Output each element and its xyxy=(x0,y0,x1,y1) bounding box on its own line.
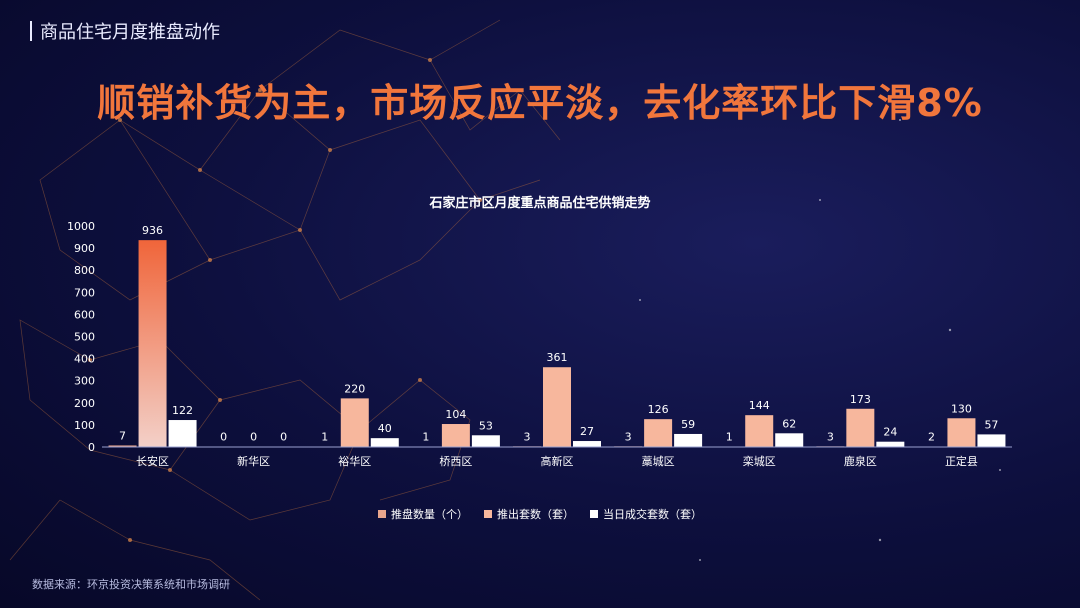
data-label: 1 xyxy=(726,431,733,444)
x-tick-label: 长安区 xyxy=(136,454,169,468)
section-title: 商品住宅月度推盘动作 xyxy=(40,22,220,43)
y-tick-label: 500 xyxy=(74,331,95,344)
data-label: 2 xyxy=(928,431,935,444)
y-tick-label: 700 xyxy=(74,286,95,299)
data-label: 0 xyxy=(280,431,287,444)
y-tick-label: 0 xyxy=(88,441,95,454)
legend-item-2: 推出套数（套） xyxy=(484,506,574,522)
x-tick-label: 鹿泉区 xyxy=(844,454,877,468)
data-label: 0 xyxy=(250,431,257,444)
data-label: 144 xyxy=(749,399,770,412)
bar xyxy=(977,434,1006,447)
bar xyxy=(138,240,167,447)
data-label: 59 xyxy=(681,418,695,431)
data-label: 173 xyxy=(850,393,871,406)
y-tick-label: 300 xyxy=(74,375,95,388)
data-label: 104 xyxy=(445,408,466,421)
bar xyxy=(846,408,875,447)
x-tick-label: 藁城区 xyxy=(642,455,675,468)
x-tick-label: 正定县 xyxy=(945,454,978,468)
data-label: 3 xyxy=(827,430,834,443)
data-label: 1 xyxy=(321,431,328,444)
data-label: 126 xyxy=(648,403,669,416)
legend-swatch xyxy=(590,510,598,518)
bar xyxy=(674,433,703,447)
data-label: 220 xyxy=(344,382,365,395)
bar xyxy=(471,435,500,447)
data-label: 130 xyxy=(951,402,972,415)
data-label: 27 xyxy=(580,425,594,438)
legend-item-1: 推盘数量（个） xyxy=(378,506,468,522)
x-tick-label: 桥西区 xyxy=(439,455,472,468)
legend-swatch xyxy=(484,510,492,518)
data-label: 24 xyxy=(883,426,897,439)
header-divider xyxy=(30,21,32,41)
x-tick-label: 高新区 xyxy=(541,454,574,468)
bar xyxy=(441,424,470,447)
legend-label: 当日成交套数（套） xyxy=(603,508,702,521)
legend-label: 推盘数量（个） xyxy=(391,508,468,521)
x-tick-label: 裕华区 xyxy=(338,454,371,468)
x-tick-label: 新华区 xyxy=(237,454,270,468)
chart-title: 石家庄市区月度重点商品住宅供销走势 xyxy=(429,196,651,211)
bar xyxy=(108,445,137,447)
bar xyxy=(745,415,774,447)
y-tick-label: 900 xyxy=(74,242,95,255)
data-label: 57 xyxy=(984,418,998,431)
data-label: 3 xyxy=(524,430,531,443)
bar xyxy=(370,438,399,447)
bar xyxy=(644,419,673,447)
legend-label: 推出套数（套） xyxy=(497,508,574,521)
bar xyxy=(340,398,369,447)
chart-legend: 推盘数量（个） 推出套数（套） 当日成交套数（套） xyxy=(0,506,1080,522)
bar xyxy=(168,420,197,447)
bar xyxy=(876,441,905,447)
data-source-note: 数据来源：环京投资决策系统和市场调研 xyxy=(32,578,230,591)
x-tick-label: 栾城区 xyxy=(743,454,776,468)
data-label: 62 xyxy=(782,417,796,430)
y-tick-label: 1000 xyxy=(67,220,95,233)
legend-swatch xyxy=(378,510,386,518)
data-label: 40 xyxy=(378,422,392,435)
data-label: 122 xyxy=(172,404,193,417)
data-label: 0 xyxy=(220,431,227,444)
data-label: 3 xyxy=(625,430,632,443)
bar xyxy=(573,441,601,447)
data-label: 53 xyxy=(479,419,493,432)
bar xyxy=(775,433,804,447)
data-label: 936 xyxy=(142,224,163,237)
page-headline: 顺销补货为主，市场反应平淡，去化率环比下滑8% xyxy=(97,81,983,125)
y-tick-label: 600 xyxy=(74,308,95,321)
section-header: 商品住宅月度推盘动作 xyxy=(30,18,220,44)
bar xyxy=(543,367,571,447)
bar xyxy=(947,418,976,447)
y-tick-label: 400 xyxy=(74,353,95,366)
legend-item-3: 当日成交套数（套） xyxy=(590,506,702,522)
data-label: 1 xyxy=(422,431,429,444)
y-tick-label: 800 xyxy=(74,264,95,277)
data-label: 361 xyxy=(547,351,568,364)
data-label: 7 xyxy=(119,429,126,442)
y-tick-label: 100 xyxy=(74,419,95,432)
y-tick-label: 200 xyxy=(74,397,95,410)
